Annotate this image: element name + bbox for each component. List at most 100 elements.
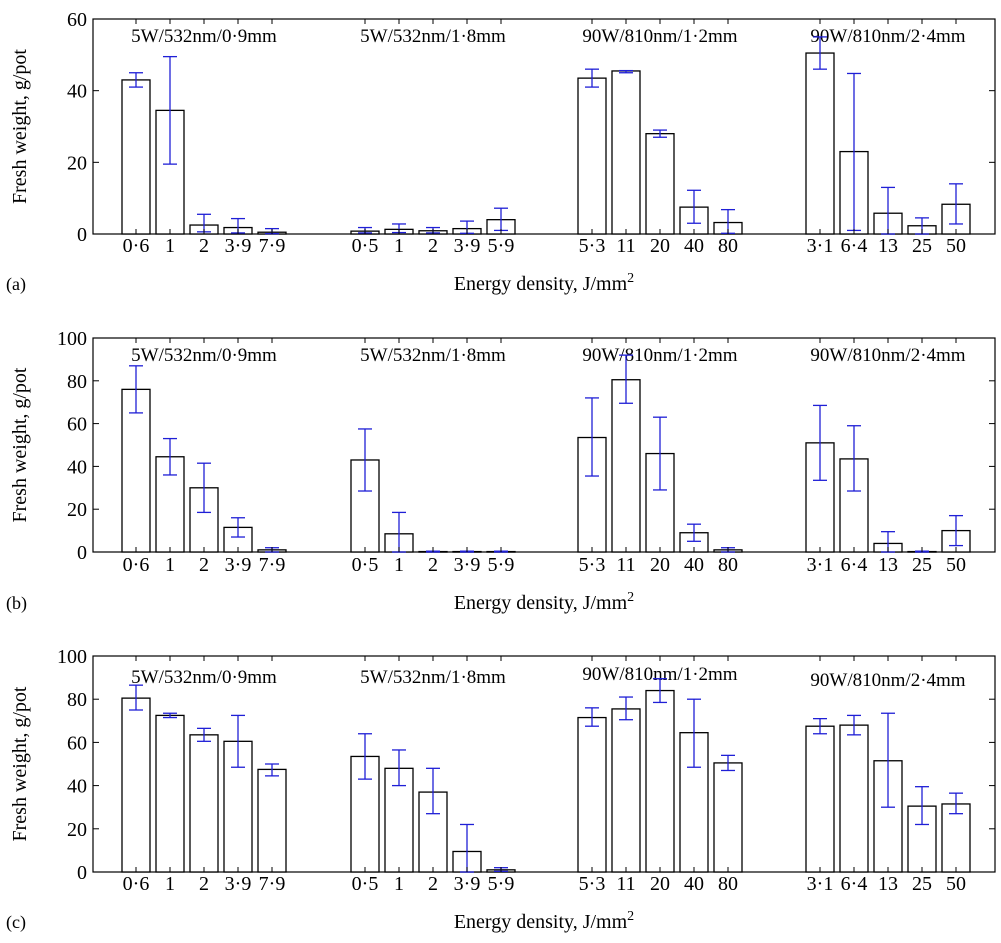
x-tick-label: 1 bbox=[394, 873, 404, 895]
x-tick-label: 3·9 bbox=[454, 235, 481, 257]
y-tick-label: 80 bbox=[67, 371, 87, 393]
x-tick-label: 25 bbox=[912, 873, 932, 895]
y-tick-label: 0 bbox=[77, 862, 87, 884]
x-axis-label-superscript: 2 bbox=[627, 271, 634, 286]
plot-frame bbox=[92, 337, 996, 553]
bar bbox=[257, 768, 287, 873]
x-tick-label: 11 bbox=[616, 235, 635, 257]
x-axis-label: Energy density, J/mm2 bbox=[454, 271, 634, 295]
panel-label: (b) bbox=[6, 593, 27, 614]
x-tick-label: 2 bbox=[428, 235, 438, 257]
x-tick-label: 80 bbox=[718, 235, 738, 257]
x-tick-label: 25 bbox=[912, 235, 932, 257]
bar bbox=[611, 379, 641, 553]
x-tick-label: 7·9 bbox=[259, 554, 286, 576]
x-tick-label: 7·9 bbox=[259, 873, 286, 895]
x-tick-label: 0·5 bbox=[352, 554, 379, 576]
x-axis-label-main: Energy density, J/mm bbox=[454, 273, 628, 295]
x-axis-label-main: Energy density, J/mm bbox=[454, 592, 628, 614]
group-label: 90W/810nm/1·2mm bbox=[582, 26, 737, 47]
x-tick-label: 6·4 bbox=[841, 873, 868, 895]
bar bbox=[713, 762, 743, 873]
y-axis-label: Fresh weight, g/pot bbox=[9, 367, 31, 522]
x-tick-label: 0·6 bbox=[123, 873, 150, 895]
group-label: 90W/810nm/1·2mm bbox=[582, 345, 737, 366]
bar bbox=[645, 133, 675, 235]
x-tick-label: 5·3 bbox=[579, 235, 606, 257]
x-tick-label: 3·9 bbox=[225, 235, 252, 257]
x-tick-label: 3·9 bbox=[454, 873, 481, 895]
y-tick-label: 100 bbox=[57, 646, 87, 668]
group-label: 5W/532nm/0·9mm bbox=[131, 26, 277, 47]
x-tick-label: 3·1 bbox=[807, 235, 834, 257]
group-label: 90W/810nm/1·2mm bbox=[582, 664, 737, 685]
x-tick-label: 3·9 bbox=[225, 554, 252, 576]
y-tick-label: 0 bbox=[77, 224, 87, 246]
group-label: 5W/532nm/0·9mm bbox=[131, 667, 277, 688]
group-label: 5W/532nm/0·9mm bbox=[131, 345, 277, 366]
y-tick-label: 60 bbox=[67, 732, 87, 754]
bar bbox=[805, 52, 835, 235]
y-tick-label: 40 bbox=[67, 81, 87, 103]
x-tick-label: 25 bbox=[912, 554, 932, 576]
x-tick-label: 3·9 bbox=[454, 554, 481, 576]
plot-frame bbox=[92, 655, 996, 873]
x-tick-label: 20 bbox=[650, 554, 670, 576]
x-tick-label: 3·1 bbox=[807, 554, 834, 576]
x-tick-label: 80 bbox=[718, 554, 738, 576]
x-tick-label: 0·6 bbox=[123, 554, 150, 576]
x-tick-label: 6·4 bbox=[841, 235, 868, 257]
x-tick-label: 80 bbox=[718, 873, 738, 895]
x-tick-label: 5·9 bbox=[488, 235, 515, 257]
group-label: 5W/532nm/1·8mm bbox=[360, 667, 506, 688]
x-tick-label: 40 bbox=[684, 873, 704, 895]
x-tick-label: 1 bbox=[165, 235, 175, 257]
x-tick-label: 11 bbox=[616, 873, 635, 895]
bar bbox=[155, 714, 185, 873]
x-tick-label: 50 bbox=[946, 873, 966, 895]
bar bbox=[805, 725, 835, 873]
x-tick-label: 6·4 bbox=[841, 554, 868, 576]
bar bbox=[611, 70, 641, 235]
x-tick-label: 5·9 bbox=[488, 873, 515, 895]
bar bbox=[645, 689, 675, 873]
x-tick-label: 0·5 bbox=[352, 235, 379, 257]
x-tick-label: 1 bbox=[394, 554, 404, 576]
x-tick-label: 2 bbox=[428, 873, 438, 895]
x-tick-label: 2 bbox=[199, 554, 209, 576]
bar bbox=[839, 724, 869, 873]
x-tick-label: 3·1 bbox=[807, 873, 834, 895]
x-tick-label: 40 bbox=[684, 554, 704, 576]
group-label: 5W/532nm/1·8mm bbox=[360, 26, 506, 47]
x-tick-label: 50 bbox=[946, 554, 966, 576]
y-tick-label: 0 bbox=[77, 542, 87, 564]
x-axis-label: Energy density, J/mm2 bbox=[454, 909, 634, 933]
group-label: 90W/810nm/2·4mm bbox=[810, 345, 965, 366]
bar bbox=[121, 79, 151, 235]
panel-label: (c) bbox=[6, 912, 26, 933]
x-tick-label: 7·9 bbox=[259, 235, 286, 257]
x-tick-label: 11 bbox=[616, 554, 635, 576]
bar bbox=[577, 716, 607, 873]
x-tick-label: 1 bbox=[165, 554, 175, 576]
y-tick-label: 60 bbox=[67, 414, 87, 436]
y-tick-label: 80 bbox=[67, 689, 87, 711]
x-axis-label-superscript: 2 bbox=[627, 909, 634, 924]
y-tick-label: 60 bbox=[67, 9, 87, 31]
x-tick-label: 3·9 bbox=[225, 873, 252, 895]
x-tick-label: 0·5 bbox=[352, 873, 379, 895]
y-tick-label: 40 bbox=[67, 776, 87, 798]
bar bbox=[121, 697, 151, 873]
bar bbox=[189, 734, 219, 873]
x-tick-label: 20 bbox=[650, 873, 670, 895]
x-axis-label-superscript: 2 bbox=[627, 590, 634, 605]
bar bbox=[577, 77, 607, 235]
x-tick-label: 2 bbox=[199, 873, 209, 895]
x-axis-label: Energy density, J/mm2 bbox=[454, 590, 634, 614]
group-label: 90W/810nm/2·4mm bbox=[810, 670, 965, 691]
y-tick-label: 20 bbox=[67, 499, 87, 521]
x-tick-label: 0·6 bbox=[123, 235, 150, 257]
x-tick-label: 13 bbox=[878, 235, 898, 257]
